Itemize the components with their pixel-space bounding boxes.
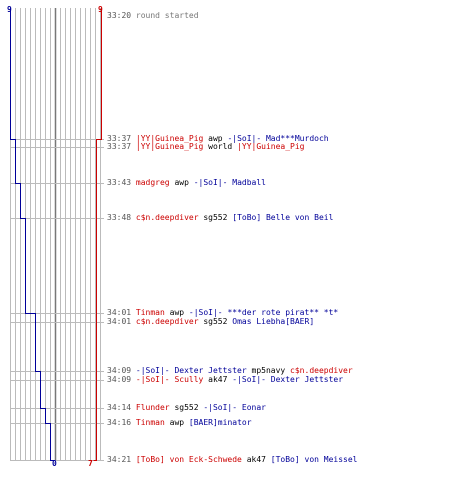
event-row: 33:37 |YY|Guinea_Pig awp -|SoI|- Mad***M… bbox=[107, 134, 329, 143]
event-time: 33:20 bbox=[107, 11, 136, 20]
event-weapon: awp bbox=[203, 134, 228, 143]
event-row: 34:14 Flunder sg552 -|SoI|- Eonar bbox=[107, 403, 266, 412]
event-time: 33:48 bbox=[107, 213, 136, 222]
red-team-alive-line bbox=[93, 8, 102, 461]
event-player: [ToBo] von Meissel bbox=[270, 455, 358, 464]
event-player: -|SoI|- Mad***Murdoch bbox=[227, 134, 329, 143]
event-row: 34:21 [ToBo] von Eck-Schwede ak47 [ToBo]… bbox=[107, 455, 357, 464]
event-time: 34:09 bbox=[107, 366, 136, 375]
event-time: 34:09 bbox=[107, 375, 136, 384]
event-row: 34:01 c$n.deepdiver sg552 Omas Liebha[BA… bbox=[107, 317, 314, 326]
event-time: 34:14 bbox=[107, 403, 136, 412]
event-player: [ToBo] Belle von Beil bbox=[232, 213, 334, 222]
event-row: 34:09 -|SoI|- Scully ak47 -|SoI|- Dexter… bbox=[107, 375, 343, 384]
event-player: -|SoI|- ***der rote pirat** *t* bbox=[188, 308, 339, 317]
event-player: [BAER]minator bbox=[188, 418, 252, 427]
event-row: 33:48 c$n.deepdiver sg552 [ToBo] Belle v… bbox=[107, 213, 333, 222]
event-player: [ToBo] von Eck-Schwede bbox=[135, 455, 242, 464]
event-row: 34:01 Tinman awp -|SoI|- ***der rote pir… bbox=[107, 308, 338, 317]
event-player: Flunder bbox=[135, 403, 170, 412]
event-weapon: ak47 bbox=[241, 455, 271, 464]
event-weapon: awp bbox=[169, 178, 194, 187]
event-weapon: ak47 bbox=[203, 375, 233, 384]
event-player: |YY|Guinea_Pig bbox=[237, 142, 305, 151]
event-player: madgreg bbox=[135, 178, 170, 187]
event-weapon: sg552 bbox=[198, 317, 233, 326]
event-player: -|SoI|- Dexter Jettster bbox=[135, 366, 247, 375]
event-time: 34:21 bbox=[107, 455, 136, 464]
event-player: -|SoI|- Dexter Jettster bbox=[232, 375, 344, 384]
event-row: 33:43 madgreg awp -|SoI|- Madball bbox=[107, 178, 266, 187]
event-player: -|SoI|- Eonar bbox=[203, 403, 266, 412]
event-connector-lines bbox=[10, 139, 104, 461]
event-time: 34:01 bbox=[107, 317, 136, 326]
event-player: |YY|Guinea_Pig bbox=[135, 134, 204, 143]
event-row: 34:16 Tinman awp [BAER]minator bbox=[107, 418, 252, 427]
event-player: c$n.deepdiver bbox=[135, 213, 199, 222]
event-weapon: mp5navy bbox=[246, 366, 291, 375]
event-player: c$n.deepdiver bbox=[135, 317, 199, 326]
event-time: 34:16 bbox=[107, 418, 136, 427]
blue-bottom-count: 0 bbox=[52, 459, 57, 468]
event-row: 34:09 -|SoI|- Dexter Jettster mp5navy c$… bbox=[107, 366, 353, 375]
red-bottom-count: 7 bbox=[88, 459, 93, 468]
event-message: round started bbox=[135, 11, 199, 20]
event-player: -|SoI|- Scully bbox=[135, 375, 204, 384]
event-weapon: awp bbox=[164, 308, 189, 317]
event-time: 33:43 bbox=[107, 178, 136, 187]
event-player: c$n.deepdiver bbox=[290, 366, 353, 375]
event-player: -|SoI|- Madball bbox=[193, 178, 266, 187]
event-time: 33:37 bbox=[107, 142, 136, 151]
timeline-grid bbox=[10, 8, 101, 461]
blue-team-alive-line bbox=[10, 8, 56, 461]
event-weapon: sg552 bbox=[169, 403, 204, 412]
event-weapon: sg552 bbox=[198, 213, 233, 222]
red-top-count: 9 bbox=[98, 5, 103, 14]
event-player: Tinman bbox=[135, 418, 165, 427]
event-player: |YY|Guinea_Pig bbox=[135, 142, 204, 151]
event-time: 34:01 bbox=[107, 308, 136, 317]
blue-top-count: 9 bbox=[7, 5, 12, 14]
event-row: 33:37 |YY|Guinea_Pig world |YY|Guinea_Pi… bbox=[107, 142, 305, 151]
event-weapon: awp bbox=[164, 418, 189, 427]
event-player: Tinman bbox=[135, 308, 165, 317]
event-weapon: world bbox=[203, 142, 238, 151]
event-time: 33:37 bbox=[107, 134, 136, 143]
event-player: Omas Liebha[BAER] bbox=[232, 317, 315, 326]
event-row: 33:20 round started bbox=[107, 11, 199, 20]
